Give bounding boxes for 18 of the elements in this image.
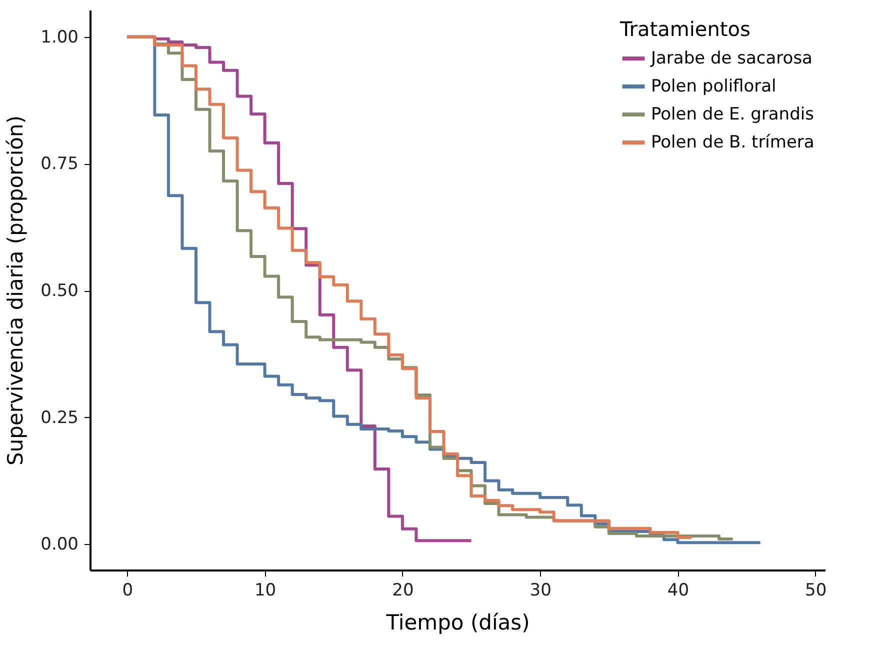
x-tick-label: 0 [122,580,134,600]
legend-label: Jarabe de sacarosa [650,48,812,68]
y-tick-label: 0.25 [40,408,78,428]
legend-label: Polen de E. grandis [651,104,814,124]
x-tick-label: 20 [392,580,414,600]
legend-label: Polen de B. trímera [651,132,814,152]
y-axis-title: Supervivencia diaria (proporción) [4,115,28,466]
x-tick-label: 50 [805,580,827,600]
y-tick-label: 0.00 [40,534,78,555]
x-axis-title: Tiempo (días) [385,610,530,634]
legend-label: Polen polifloral [651,76,776,96]
x-tick-label: 30 [530,580,552,600]
y-tick-label: 0.75 [40,154,78,174]
legend-title: Tratamientos [619,17,750,41]
x-tick-label: 40 [667,580,690,600]
x-tick-label: 10 [254,580,276,600]
y-tick-label: 0.50 [40,281,78,302]
y-tick-label: 1.00 [40,27,78,48]
